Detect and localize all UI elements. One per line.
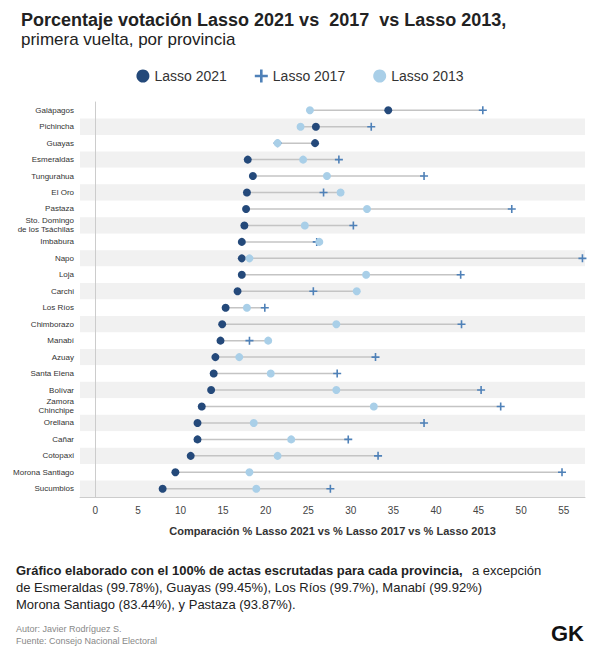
- svg-text:Manabí: Manabí: [47, 336, 74, 345]
- svg-text:Galápagos: Galápagos: [35, 106, 74, 115]
- svg-text:Azuay: Azuay: [52, 353, 74, 362]
- svg-text:Zamora: Zamora: [46, 397, 74, 406]
- svg-text:Pastaza: Pastaza: [45, 204, 74, 213]
- svg-text:Sto. Domingo: Sto. Domingo: [26, 216, 75, 225]
- svg-text:20: 20: [260, 505, 272, 516]
- svg-text:Imbabura: Imbabura: [40, 237, 74, 246]
- svg-text:Fuente: Consejo Nacional Elect: Fuente: Consejo Nacional Electoral: [16, 636, 157, 646]
- svg-text:Autor: Javier Rodríguez S.: Autor: Javier Rodríguez S.: [16, 624, 122, 634]
- svg-text:Lasso 2017: Lasso 2017: [273, 68, 346, 84]
- svg-text:30: 30: [345, 505, 357, 516]
- svg-text:Santa Elena: Santa Elena: [30, 369, 74, 378]
- svg-text:Cañar: Cañar: [52, 435, 74, 444]
- svg-text:Orellana: Orellana: [44, 418, 75, 427]
- svg-text:de los Tsáchilas: de los Tsáchilas: [18, 225, 74, 234]
- svg-text:Chinchipe: Chinchipe: [38, 406, 74, 415]
- svg-text:Loja: Loja: [59, 270, 75, 279]
- svg-text:Chimborazo: Chimborazo: [31, 320, 75, 329]
- svg-text:25: 25: [303, 505, 315, 516]
- svg-text:Sucumbios: Sucumbios: [34, 484, 74, 493]
- svg-text:Lasso 2013: Lasso 2013: [391, 68, 464, 84]
- svg-text:40: 40: [430, 505, 442, 516]
- svg-text:a excepción: a excepción: [468, 563, 545, 578]
- svg-text:Los Ríos: Los Ríos: [42, 303, 74, 312]
- svg-text:5: 5: [135, 505, 141, 516]
- svg-text:45: 45: [473, 505, 485, 516]
- svg-text:GK: GK: [551, 621, 584, 646]
- svg-text:Morona Santiago (83.44%), y Pa: Morona Santiago (83.44%), y Pastaza (93.…: [16, 597, 296, 612]
- svg-text:Comparación % Lasso 2021 vs %: Comparación % Lasso 2021 vs % Lasso 2017…: [169, 525, 496, 537]
- svg-text:15: 15: [218, 505, 230, 516]
- svg-text:de Esmeraldas (99.78%), Guayas: de Esmeraldas (99.78%), Guayas (99.45%),…: [16, 580, 486, 595]
- svg-text:Morona Santiago: Morona Santiago: [13, 468, 74, 477]
- svg-text:Pichincha: Pichincha: [39, 122, 74, 131]
- svg-text:Guayas: Guayas: [46, 139, 74, 148]
- svg-text:Tungurahua: Tungurahua: [31, 172, 74, 181]
- svg-text:Cotopaxi: Cotopaxi: [42, 451, 74, 460]
- svg-text:primera vuelta, por provincia: primera vuelta, por provincia: [21, 30, 236, 49]
- svg-text:Carchi: Carchi: [51, 287, 74, 296]
- svg-text:55: 55: [558, 505, 570, 516]
- svg-text:Lasso 2021: Lasso 2021: [154, 68, 227, 84]
- svg-text:10: 10: [175, 505, 187, 516]
- svg-text:50: 50: [516, 505, 528, 516]
- svg-text:Esmeraldas: Esmeraldas: [32, 155, 74, 164]
- svg-text:Gráfico elaborado con el 100%: Gráfico elaborado con el 100% de actas e…: [16, 563, 463, 578]
- svg-text:35: 35: [388, 505, 400, 516]
- svg-text:El Oro: El Oro: [51, 188, 74, 197]
- svg-text:Bolívar: Bolívar: [49, 386, 74, 395]
- svg-text:Porcentaje votación Lasso 2021: Porcentaje votación Lasso 2021 vs 2017 v…: [21, 10, 506, 30]
- svg-text:0: 0: [93, 505, 99, 516]
- svg-text:Napo: Napo: [55, 254, 75, 263]
